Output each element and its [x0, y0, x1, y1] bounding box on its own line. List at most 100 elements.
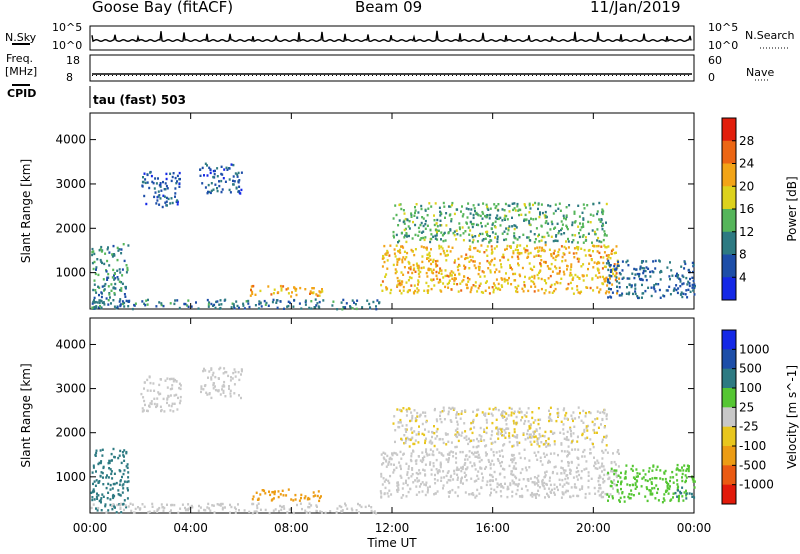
data-cell	[496, 482, 499, 485]
data-cell	[541, 246, 544, 250]
data-cell	[677, 499, 680, 503]
data-cell	[469, 427, 472, 430]
data-cell	[173, 394, 176, 397]
data-cell	[572, 432, 575, 435]
data-cell	[578, 215, 581, 218]
data-cell	[95, 291, 98, 294]
data-cell	[233, 305, 235, 308]
data-cell	[489, 235, 491, 238]
data-cell	[468, 239, 471, 242]
data-cell	[396, 276, 399, 280]
data-cell	[491, 414, 494, 417]
data-cell	[446, 481, 449, 484]
data-cell	[101, 301, 104, 304]
data-cell	[231, 302, 234, 305]
data-cell	[97, 462, 100, 466]
data-cell	[468, 450, 471, 453]
data-cell	[259, 302, 262, 305]
data-cell	[682, 499, 685, 502]
data-cell	[94, 484, 97, 487]
data-cell	[561, 485, 564, 488]
data-cell	[489, 213, 492, 217]
data-cell	[169, 172, 172, 175]
data-cell	[98, 306, 100, 309]
data-cell	[537, 203, 540, 206]
data-cell	[670, 269, 673, 272]
data-cell	[582, 263, 585, 266]
data-cell	[207, 376, 209, 379]
data-cell	[110, 289, 113, 292]
data-cell	[332, 300, 335, 303]
data-cell	[472, 418, 475, 422]
data-cell	[309, 292, 311, 295]
data-cell	[113, 278, 116, 281]
data-cell	[604, 232, 606, 236]
data-cell	[373, 510, 376, 513]
data-cell	[150, 400, 153, 403]
data-cell	[279, 504, 282, 508]
data-cell	[659, 477, 662, 480]
data-cell	[401, 280, 404, 283]
data-cell	[517, 482, 520, 486]
data-cell	[559, 483, 562, 486]
data-cell	[95, 305, 98, 308]
data-cell	[449, 490, 452, 493]
data-cell	[449, 479, 452, 482]
data-cell	[476, 413, 479, 416]
data-cell	[486, 453, 488, 456]
data-cell	[577, 260, 580, 263]
data-cell	[499, 216, 502, 219]
data-cell	[234, 172, 237, 175]
data-cell	[484, 281, 487, 284]
data-cell	[597, 480, 600, 483]
data-cell	[121, 302, 124, 306]
data-cell	[120, 252, 123, 255]
data-cell	[407, 490, 410, 494]
data-cell	[436, 277, 439, 280]
data-cell	[240, 188, 243, 192]
data-cell	[569, 281, 572, 285]
data-cell	[514, 209, 517, 212]
data-cell	[95, 479, 98, 482]
data-cell	[549, 490, 552, 493]
data-cell	[539, 262, 542, 265]
data-cell	[170, 179, 173, 183]
colorbar-swatch	[722, 254, 736, 278]
data-cell	[396, 260, 399, 264]
data-cell	[551, 432, 554, 435]
data-cell	[111, 487, 114, 490]
data-cell	[417, 226, 420, 230]
data-cell	[428, 453, 431, 456]
data-cell	[649, 275, 652, 278]
data-cell	[118, 280, 121, 283]
data-cell	[100, 460, 103, 463]
data-cell	[95, 451, 98, 455]
data-cell	[386, 259, 389, 262]
data-cell	[122, 472, 125, 476]
data-cell	[484, 451, 487, 454]
data-cell	[597, 476, 600, 480]
data-cell	[512, 473, 515, 477]
data-cell	[432, 278, 435, 281]
data-cell	[119, 494, 122, 497]
data-cell	[678, 494, 680, 498]
data-cell	[300, 307, 303, 310]
data-cell	[440, 420, 443, 424]
data-cell	[531, 275, 534, 278]
data-cell	[635, 485, 638, 489]
data-cell	[602, 477, 604, 481]
data-cell	[118, 503, 120, 506]
nsky-tick-top: 10^5	[52, 21, 82, 34]
data-cell	[397, 241, 399, 244]
data-cell	[455, 461, 458, 464]
data-cell	[442, 441, 445, 445]
nsky-tick-bottom: 10^0	[52, 39, 82, 52]
data-cell	[423, 238, 426, 242]
data-cell	[455, 229, 458, 232]
data-cell	[537, 254, 540, 257]
data-cell	[434, 492, 437, 495]
data-cell	[654, 259, 657, 263]
colorbar-label: Velocity [m s^-1]	[785, 365, 799, 469]
data-cell	[450, 450, 453, 453]
data-cell	[455, 238, 458, 241]
